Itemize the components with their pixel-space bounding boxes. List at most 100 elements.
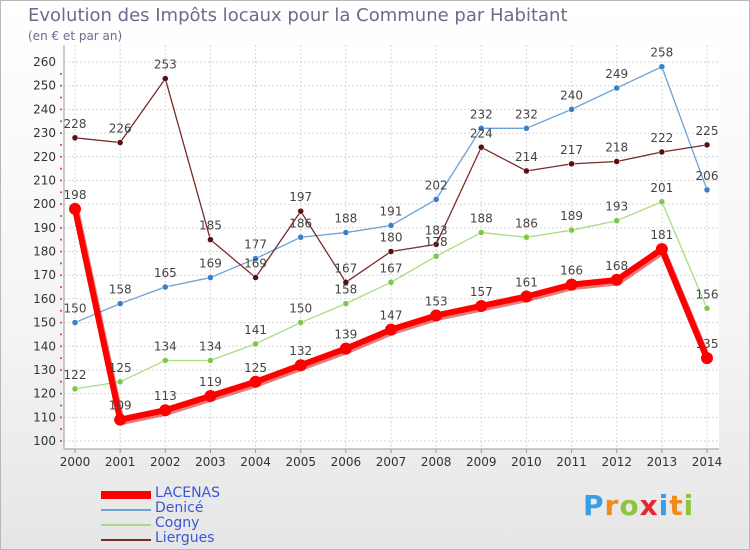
data-point-denic- — [297, 234, 304, 241]
legend-swatch — [101, 491, 151, 499]
data-label-denic-: 232 — [470, 107, 493, 121]
data-point-lacenas — [204, 389, 217, 402]
y-minor-tick — [60, 274, 62, 277]
data-label-lacenas: 157 — [470, 285, 493, 299]
data-point-lacenas — [114, 413, 127, 426]
data-label-cogny: 178 — [425, 235, 448, 249]
y-minor-tick — [60, 368, 62, 371]
data-label-denic-: 240 — [560, 88, 583, 102]
data-point-denic- — [342, 229, 350, 236]
y-minor-tick — [60, 143, 62, 146]
y-minor-tick — [60, 72, 62, 75]
legend-label: LACENAS — [155, 485, 221, 501]
data-label-cogny: 150 — [289, 302, 312, 316]
logo-letter: r — [604, 489, 620, 522]
data-label-liergues: 169 — [244, 257, 267, 271]
proxiti-logo: Proxiti — [583, 489, 694, 522]
data-label-liergues: 226 — [109, 122, 132, 136]
y-tick-label: 240 — [33, 102, 56, 116]
data-label-lacenas: 198 — [64, 188, 87, 202]
y-tick-label: 170 — [33, 268, 56, 282]
data-label-denic-: 169 — [199, 257, 222, 271]
x-tick-label: 2011 — [556, 455, 587, 469]
x-tick-label: 2005 — [285, 455, 316, 469]
data-label-cogny: 156 — [696, 287, 719, 301]
y-minor-tick — [60, 214, 62, 217]
logo-letter: i — [683, 489, 695, 522]
logo-letter: o — [619, 489, 640, 522]
data-label-liergues: 228 — [64, 117, 87, 131]
logo-letter: t — [669, 489, 684, 522]
data-point-cogny — [207, 357, 214, 364]
y-tick-label: 250 — [33, 79, 56, 93]
data-label-lacenas: 168 — [605, 259, 628, 273]
data-point-cogny — [297, 319, 304, 326]
x-tick-label: 2010 — [511, 455, 542, 469]
data-label-cogny: 186 — [515, 216, 538, 230]
data-point-lacenas — [520, 290, 533, 303]
x-tick-label: 2008 — [421, 455, 452, 469]
data-point-liergues — [71, 134, 79, 142]
y-minor-tick — [60, 226, 62, 229]
data-label-denic-: 206 — [696, 169, 719, 183]
data-label-lacenas: 135 — [696, 337, 719, 351]
legend-swatch — [101, 509, 151, 511]
data-point-denic- — [252, 255, 259, 262]
y-tick-label: 230 — [33, 126, 56, 140]
data-label-lacenas: 139 — [334, 328, 357, 342]
data-label-denic-: 258 — [650, 46, 673, 60]
logo-letter: x — [639, 489, 659, 522]
legend-label: Liergues — [155, 530, 215, 546]
x-tick-label: 2013 — [647, 455, 678, 469]
y-minor-tick — [60, 84, 62, 87]
data-label-cogny: 188 — [470, 212, 493, 226]
y-tick-label: 260 — [33, 55, 56, 69]
data-point-liergues — [162, 75, 169, 82]
x-tick-label: 2006 — [331, 455, 362, 469]
y-minor-tick — [60, 380, 62, 383]
x-tick-label: 2000 — [60, 455, 91, 469]
y-minor-tick — [60, 262, 62, 265]
data-point-denic- — [387, 222, 395, 229]
y-minor-tick — [60, 120, 62, 123]
data-label-lacenas: 153 — [425, 294, 448, 308]
y-minor-tick — [60, 155, 62, 158]
logo-letter: i — [658, 489, 670, 522]
data-point-cogny — [568, 226, 575, 234]
legend-swatch — [101, 524, 151, 526]
data-point-lacenas — [610, 273, 623, 286]
data-label-cogny: 201 — [650, 181, 673, 195]
data-point-liergues — [342, 279, 350, 286]
data-point-denic- — [162, 283, 169, 291]
y-minor-tick — [60, 297, 62, 300]
data-point-cogny — [432, 252, 440, 260]
data-label-cogny: 141 — [244, 323, 267, 337]
data-point-liergues — [387, 248, 395, 255]
data-label-cogny: 134 — [154, 339, 177, 353]
data-point-cogny — [658, 198, 666, 206]
data-point-cogny — [252, 340, 259, 348]
data-point-lacenas — [159, 404, 172, 417]
data-point-lacenas — [565, 278, 578, 291]
y-tick-label: 210 — [33, 173, 56, 187]
data-point-lacenas — [701, 352, 713, 365]
data-label-lacenas: 166 — [560, 264, 583, 278]
y-tick-label: 110 — [33, 410, 56, 424]
data-point-cogny — [613, 217, 620, 224]
data-label-denic-: 202 — [425, 178, 448, 192]
y-minor-tick — [60, 191, 62, 194]
data-point-cogny — [703, 305, 711, 312]
y-tick-label: 160 — [33, 292, 56, 306]
data-point-denic- — [207, 274, 214, 281]
data-label-denic-: 191 — [380, 204, 403, 218]
data-point-denic- — [613, 84, 620, 92]
data-label-cogny: 193 — [605, 200, 628, 214]
data-point-lacenas — [655, 243, 668, 256]
y-tick-label: 180 — [33, 245, 56, 259]
data-point-denic- — [523, 125, 530, 132]
data-point-liergues — [297, 207, 304, 215]
data-point-cogny — [116, 378, 124, 386]
data-label-lacenas: 161 — [515, 276, 538, 290]
data-label-cogny: 158 — [334, 283, 357, 297]
